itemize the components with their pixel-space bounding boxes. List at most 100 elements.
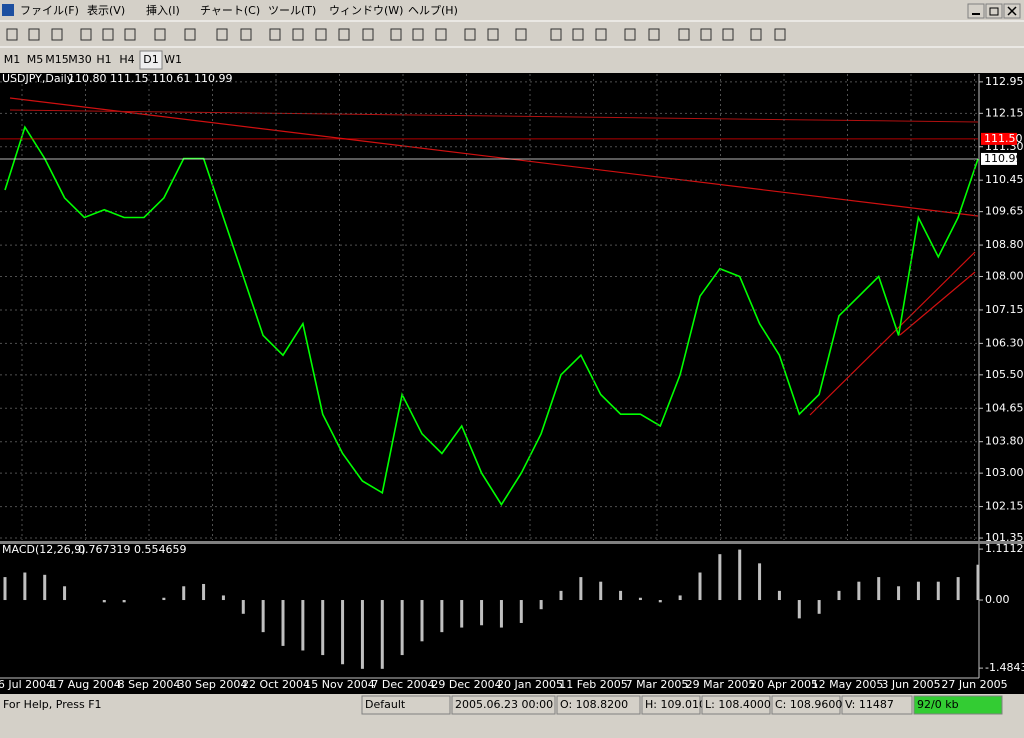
menu-item[interactable]: ヘルプ(H) [408,4,458,17]
timeframe-button[interactable]: M30 [68,53,92,66]
timeframe-button[interactable]: M15 [45,53,69,66]
toolbar-button[interactable] [748,26,764,43]
toolbar-button[interactable] [4,26,20,43]
toolbar-button[interactable] [267,26,283,43]
toolbar-icon [102,28,114,41]
toolbar-button[interactable] [238,26,254,43]
toolbar-button[interactable] [720,26,736,43]
toolbar-button[interactable] [152,26,168,43]
x-tick-label: 27 Jun 2005 [941,678,1007,691]
toolbar-button[interactable] [513,26,529,43]
y-tick-label: 110.45 [985,173,1024,186]
macd-bar [837,590,841,601]
trend-line [899,271,976,336]
menu-item[interactable]: ツール(T) [268,4,316,17]
macd-bar [63,586,67,601]
toolbar-button[interactable] [360,26,376,43]
macd-bar [122,600,126,603]
toolbar-button[interactable] [410,26,426,43]
toolbar-button[interactable] [548,26,564,43]
toolbar-button[interactable] [290,26,306,43]
y-tick-label: 103.00 [985,466,1024,479]
toolbar-button[interactable] [462,26,478,43]
toolbar-button[interactable] [26,26,42,43]
status-panel [913,695,1003,715]
toolbar-button[interactable] [676,26,692,43]
status-time: 2005.06.23 00:00 [455,698,553,711]
toolbar-button[interactable] [698,26,714,43]
toolbar-button[interactable] [388,26,404,43]
price-label: 111.50 [984,132,1023,145]
macd-bar [480,600,484,626]
timeframe-button[interactable]: D1 [143,53,158,66]
macd-bar [678,595,682,601]
subwindow-separator [0,541,1024,544]
status-profile: Default [365,698,406,711]
toolbar-button[interactable] [100,26,116,43]
toolbar-button[interactable] [78,26,94,43]
menu-item[interactable]: ファイル(F) [20,4,79,17]
toolbar-button[interactable] [433,26,449,43]
menu-item[interactable]: ウィンドウ(W) [329,4,403,17]
macd-bar [301,600,305,651]
toolbar-button[interactable] [593,26,609,43]
window-controls[interactable] [967,3,1021,19]
macd-bar [400,600,404,656]
toolbar-button[interactable] [182,26,198,43]
toolbar-button[interactable] [336,26,352,43]
timeframe-button[interactable]: M5 [27,53,44,66]
toolbar-button[interactable] [570,26,586,43]
macd-bar [599,581,603,601]
menu-item[interactable]: 表示(V) [87,3,125,17]
menu-item[interactable]: 挿入(I) [146,3,180,17]
toolbar-button[interactable] [622,26,638,43]
macd-bar [658,600,662,603]
status-help: For Help, Press F1 [3,698,102,711]
menu-item[interactable]: チャート(C) [200,4,260,17]
macd-bar [698,572,702,601]
toolbar-button[interactable] [49,26,65,43]
panel-title: USDJPY,Daily [2,72,74,85]
y-tick-label: 108.00 [985,270,1024,283]
y-tick-label: 101.35 [985,531,1024,544]
macd-bar [579,577,583,601]
y-tick-label: 109.65 [985,205,1024,218]
panel-quote: 0.767319 0.554659 [78,543,186,556]
macd-bar [738,549,742,601]
trend-line [9,109,979,123]
x-tick-label: 20 Apr 2005 [750,678,818,691]
toolbar-icon [595,28,607,41]
y-tick-label: 0.00 [985,593,1010,606]
toolbar-button[interactable] [122,26,138,43]
macd-bar [797,600,801,619]
macd-bar [619,590,623,601]
toolbar-icon [572,28,584,41]
y-tick-label: 102.15 [985,500,1024,513]
timeframe-button[interactable]: M1 [4,53,21,66]
toolbar-button[interactable] [313,26,329,43]
toolbar-icon [154,28,166,41]
toolbar-icon [216,28,228,41]
timeframe-button[interactable]: H4 [119,53,134,66]
toolbar-button[interactable] [646,26,662,43]
panel-title: MACD(12,26,9) [2,543,86,556]
restore-button[interactable] [985,3,1003,19]
macd-bar [499,600,503,628]
macd-bar [936,581,940,601]
toolbar-icon [315,28,327,41]
chart-bg [0,73,1024,694]
toolbar-button[interactable] [772,26,788,43]
toolbar-button[interactable] [485,26,501,43]
toolbar-button[interactable] [214,26,230,43]
macd-bar [519,600,523,623]
y-tick-label: 104.65 [985,401,1024,414]
timeframe-button[interactable]: W1 [164,53,182,66]
x-tick-label: 3 Jun 2005 [881,678,940,691]
price-line [4,125,979,507]
macd-bar [241,600,245,614]
timeframe-button[interactable]: H1 [96,53,111,66]
panel-quote: 110.80 111.15 110.61 110.99 [68,72,232,85]
x-tick-label: 29 Dec 2004 [431,678,501,691]
minimize-button[interactable] [967,3,985,19]
